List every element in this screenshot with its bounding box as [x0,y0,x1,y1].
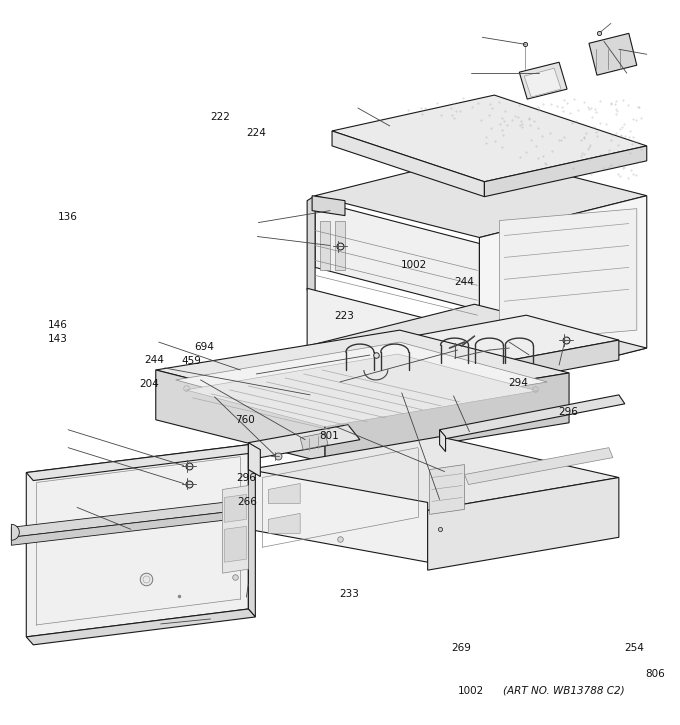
Polygon shape [479,196,647,390]
Polygon shape [27,444,256,481]
Text: 222: 222 [210,112,230,122]
Polygon shape [224,526,246,562]
Text: 204: 204 [139,379,158,389]
Polygon shape [464,447,613,484]
Text: 801: 801 [319,431,339,441]
Polygon shape [388,340,619,403]
Text: 224: 224 [247,128,267,138]
Polygon shape [224,494,246,522]
Polygon shape [27,609,256,645]
Text: 244: 244 [454,277,474,286]
Polygon shape [269,513,300,534]
Text: 269: 269 [451,642,471,652]
Polygon shape [248,425,360,457]
Text: 244: 244 [144,355,164,365]
Text: 146: 146 [48,320,68,330]
Text: 233: 233 [339,589,359,599]
Polygon shape [320,220,330,270]
Polygon shape [27,444,248,637]
Polygon shape [295,358,388,403]
Polygon shape [295,315,619,383]
Text: 1002: 1002 [401,260,427,270]
Polygon shape [222,486,248,573]
Text: 296: 296 [236,473,256,483]
Polygon shape [12,524,19,540]
Text: 223: 223 [335,310,354,320]
Text: 459: 459 [182,356,201,366]
Polygon shape [248,443,260,476]
Polygon shape [484,146,647,196]
Text: 806: 806 [645,669,664,679]
Polygon shape [248,444,256,617]
Text: 296: 296 [558,407,578,417]
Text: 136: 136 [57,212,78,222]
Polygon shape [156,370,325,463]
Polygon shape [175,342,547,420]
Polygon shape [430,465,464,514]
Polygon shape [269,484,300,503]
Polygon shape [315,154,647,238]
Text: 1002: 1002 [458,686,483,696]
Polygon shape [589,33,636,75]
Polygon shape [315,201,479,310]
Text: 294: 294 [508,378,528,388]
Polygon shape [524,68,561,97]
Text: 694: 694 [194,341,214,352]
Polygon shape [248,436,619,510]
Polygon shape [307,289,479,390]
Polygon shape [312,196,345,215]
Polygon shape [332,95,647,182]
Polygon shape [300,433,328,450]
Polygon shape [12,510,248,545]
Polygon shape [156,330,569,413]
Text: (ART NO. WB13788 C2): (ART NO. WB13788 C2) [503,686,625,696]
Text: 143: 143 [48,334,68,344]
Polygon shape [307,304,647,390]
Text: 254: 254 [624,642,645,652]
Polygon shape [335,220,345,270]
Polygon shape [332,131,484,196]
Polygon shape [307,196,315,295]
Polygon shape [248,470,428,562]
Polygon shape [499,209,636,342]
Polygon shape [325,373,569,463]
Polygon shape [12,500,248,537]
Polygon shape [428,478,619,570]
Polygon shape [520,62,567,99]
Polygon shape [186,354,537,427]
Polygon shape [439,395,625,439]
Polygon shape [439,430,445,452]
Text: 760: 760 [235,415,255,426]
Text: 266: 266 [237,497,257,507]
